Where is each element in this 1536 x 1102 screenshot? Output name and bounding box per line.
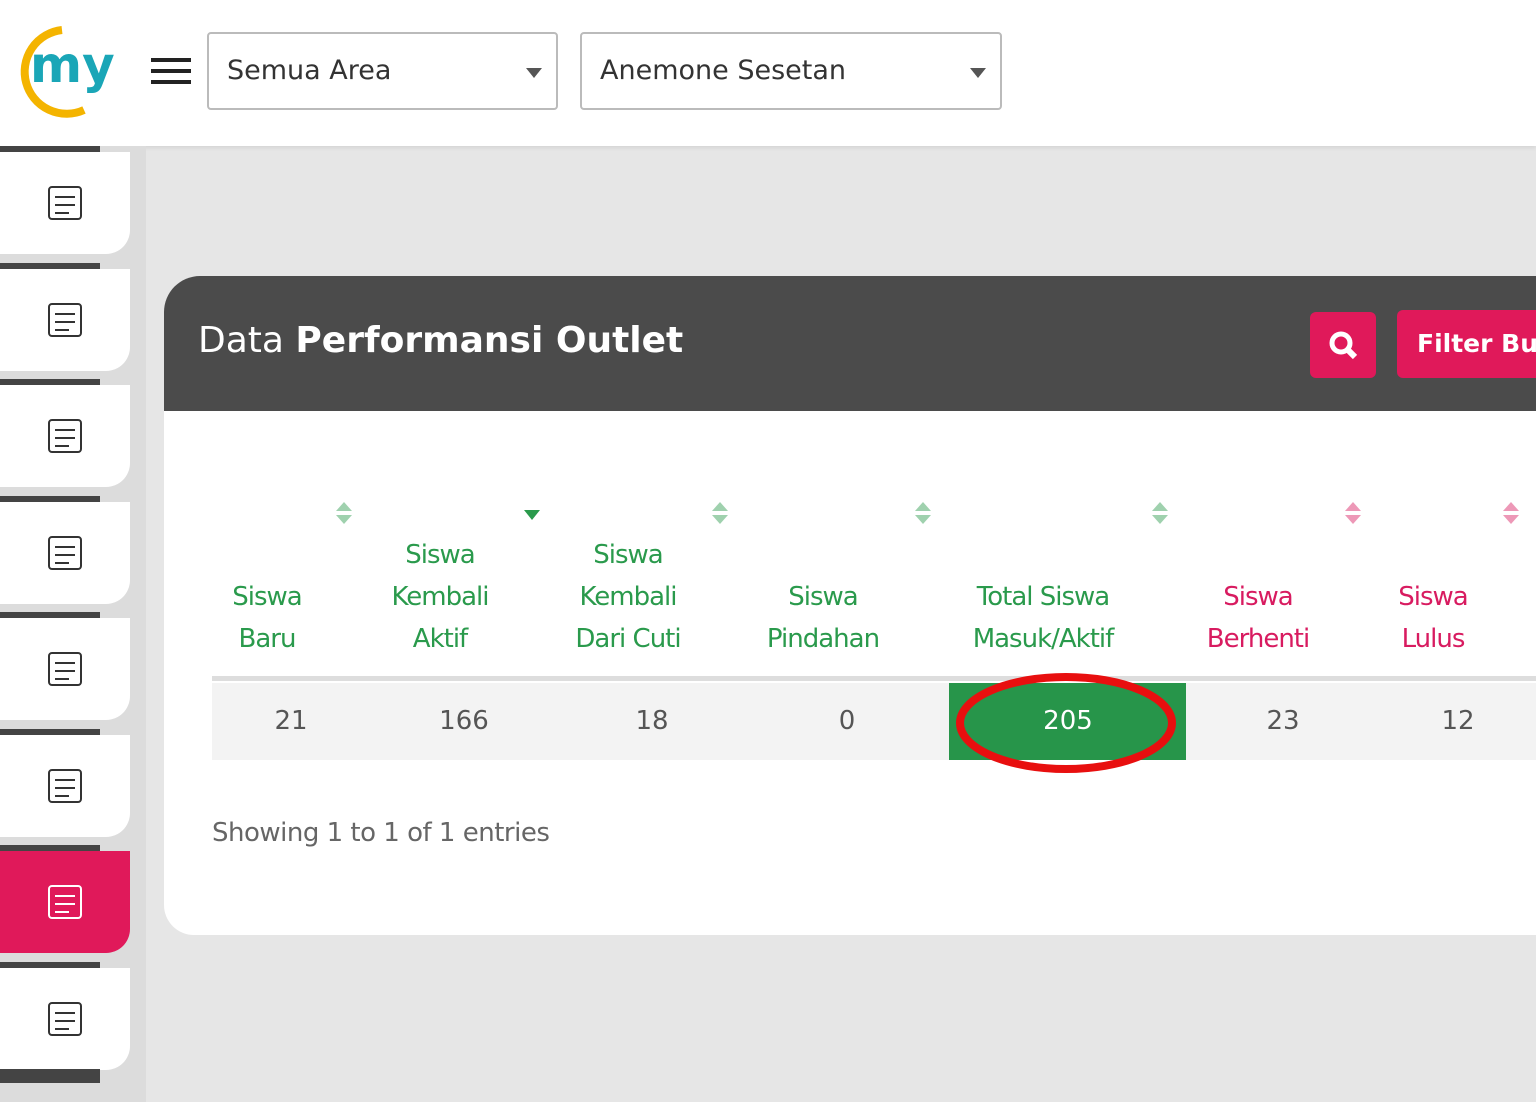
sort-icon[interactable] bbox=[1343, 500, 1363, 526]
sidebar-item[interactable] bbox=[0, 268, 130, 371]
table-cell: 166 bbox=[439, 706, 489, 736]
card-header: Data Performansi Outlet Filter Bulan bbox=[164, 276, 1536, 411]
table-info: Showing 1 to 1 of 1 entries bbox=[212, 818, 550, 848]
card: Data Performansi Outlet Filter Bulan bbox=[164, 276, 1536, 935]
logo[interactable]: my bbox=[14, 22, 130, 120]
header-border bbox=[212, 676, 1536, 681]
sort-icon[interactable] bbox=[1501, 500, 1521, 526]
card-title: Data Performansi Outlet bbox=[198, 320, 683, 361]
menu-icon[interactable] bbox=[151, 58, 191, 88]
sidebar-item[interactable] bbox=[0, 501, 130, 604]
column-header[interactable]: Siswa Pindahan bbox=[766, 582, 880, 654]
column-header[interactable]: Total Siswa Masuk/Aktif bbox=[972, 582, 1115, 654]
sort-icon[interactable] bbox=[1150, 500, 1170, 526]
sidebar-item[interactable] bbox=[0, 734, 130, 837]
annotation-ellipse bbox=[956, 673, 1176, 773]
area-select[interactable]: Semua Area bbox=[207, 32, 558, 110]
sidebar-item[interactable] bbox=[0, 618, 130, 720]
column-header[interactable]: Siswa Berhenti bbox=[1206, 582, 1310, 654]
row-bg bbox=[212, 683, 1536, 760]
sidebar-item[interactable] bbox=[0, 152, 130, 254]
sidebar-divider bbox=[0, 1069, 100, 1083]
column-header[interactable]: Siswa Kembali Dari Cuti bbox=[575, 540, 681, 654]
sidebar-item[interactable] bbox=[0, 967, 130, 1070]
table-cell: 18 bbox=[635, 706, 669, 736]
sort-icon[interactable] bbox=[334, 500, 354, 526]
filter-button[interactable]: Filter Bulan bbox=[1397, 310, 1536, 378]
table-cell: 205 bbox=[1043, 706, 1093, 736]
table-cell: 0 bbox=[838, 706, 856, 736]
sort-icon[interactable] bbox=[710, 500, 730, 526]
title-main: Performansi Outlet bbox=[295, 320, 684, 361]
column-header[interactable]: Siswa Kembali Aktif bbox=[391, 540, 490, 654]
column-header[interactable]: Siswa Baru bbox=[232, 582, 302, 654]
table-cell: 23 bbox=[1266, 706, 1300, 736]
sidebar-item[interactable] bbox=[0, 851, 130, 953]
top-bar: my Semua Area Anemone Sesetan bbox=[0, 0, 1536, 146]
sidebar-item[interactable] bbox=[0, 385, 130, 487]
search-button[interactable] bbox=[1310, 312, 1376, 378]
sort-icon[interactable] bbox=[913, 500, 933, 526]
outlet-select[interactable]: Anemone Sesetan bbox=[580, 32, 1002, 110]
logo-text: my bbox=[30, 36, 115, 94]
table-cell: 12 bbox=[1441, 706, 1475, 736]
sort-icon[interactable] bbox=[522, 500, 542, 526]
title-prefix: Data bbox=[198, 320, 284, 361]
column-header[interactable]: Siswa Lulus bbox=[1398, 582, 1468, 654]
table-cell: 21 bbox=[274, 706, 308, 736]
